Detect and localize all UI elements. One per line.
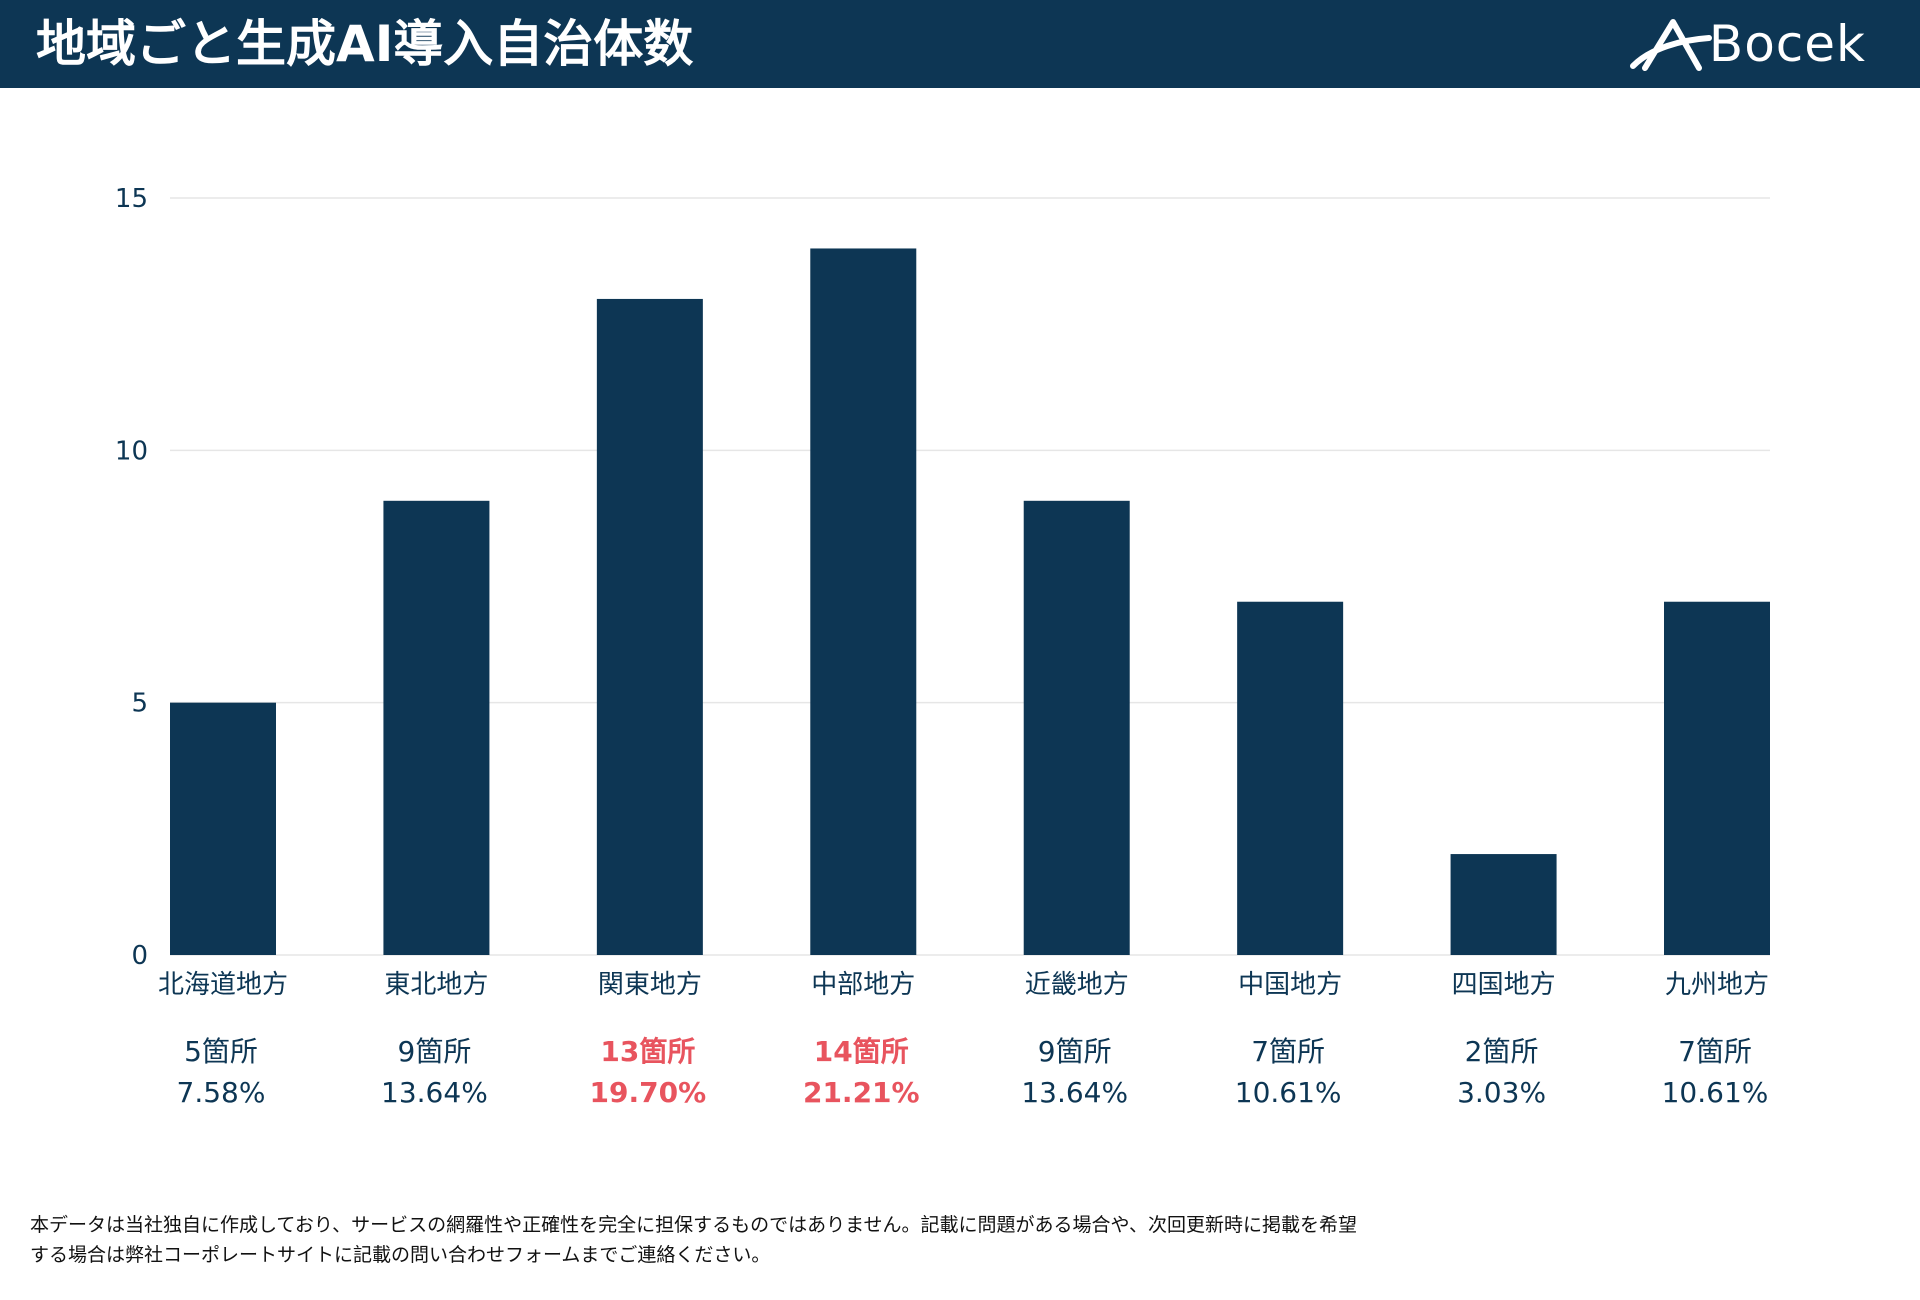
bar [1450,854,1557,955]
y-tick-label: 15 [115,184,148,214]
brand: Bocek [1629,12,1866,76]
y-tick-label: 10 [115,436,148,466]
percent-label: 19.70% [590,1076,707,1109]
percent-label: 3.03% [1457,1076,1546,1109]
percent-label: 21.21% [803,1076,920,1109]
count-label: 5箇所 [184,1035,258,1068]
x-category-label: 四国地方 [1452,970,1556,1000]
percent-label: 13.64% [381,1076,488,1109]
count-label: 13箇所 [600,1035,695,1068]
x-category-label: 北海道地方 [158,970,288,1000]
footnote-line-1: 本データは当社独自に作成しており、サービスの網羅性や正確性を完全に担保するもので… [30,1214,1357,1236]
count-label: 14箇所 [814,1035,909,1068]
x-category-label: 中国地方 [1238,970,1342,1000]
percent-label: 10.61% [1235,1076,1342,1109]
x-category-label: 九州地方 [1665,970,1769,1000]
brand-name: Bocek [1708,15,1866,73]
count-label: 9箇所 [398,1035,472,1068]
bar [1237,601,1344,955]
footnote: 本データは当社独自に作成しており、サービスの網羅性や正確性を完全に担保するもので… [30,1210,1590,1270]
bar [1023,500,1130,955]
bar [170,702,276,955]
x-category-label: 近畿地方 [1025,970,1129,1000]
bocek-logo-icon [1629,19,1712,71]
bar [596,298,703,955]
count-label: 7箇所 [1251,1035,1325,1068]
bar [810,248,917,955]
header-bar: 地域ごと生成AI導入自治体数 Bocek [0,0,1920,88]
y-tick-label: 5 [131,689,148,719]
footnote-line-2: する場合は弊社コーポレートサイトに記載の問い合わせフォームまでご連絡ください。 [30,1244,771,1266]
page-title: 地域ごと生成AI導入自治体数 [36,15,694,73]
bar [1664,601,1770,955]
count-label: 2箇所 [1465,1035,1539,1068]
percent-label: 13.64% [1021,1076,1128,1109]
x-category-label: 東北地方 [384,970,488,1000]
x-category-label: 中部地方 [811,970,915,1000]
x-category-label: 関東地方 [598,970,702,1000]
bar [383,500,490,955]
percent-label: 10.61% [1662,1076,1769,1109]
y-tick-label: 0 [131,941,148,971]
percent-label: 7.58% [177,1076,266,1109]
count-label: 7箇所 [1678,1035,1752,1068]
count-label: 9箇所 [1038,1035,1112,1068]
bar-chart: 0 5 10 15 北海道地方 5箇所 7.58% 東北地方 9箇所 13.64% 関東地方 13箇所… [115,184,1770,1109]
